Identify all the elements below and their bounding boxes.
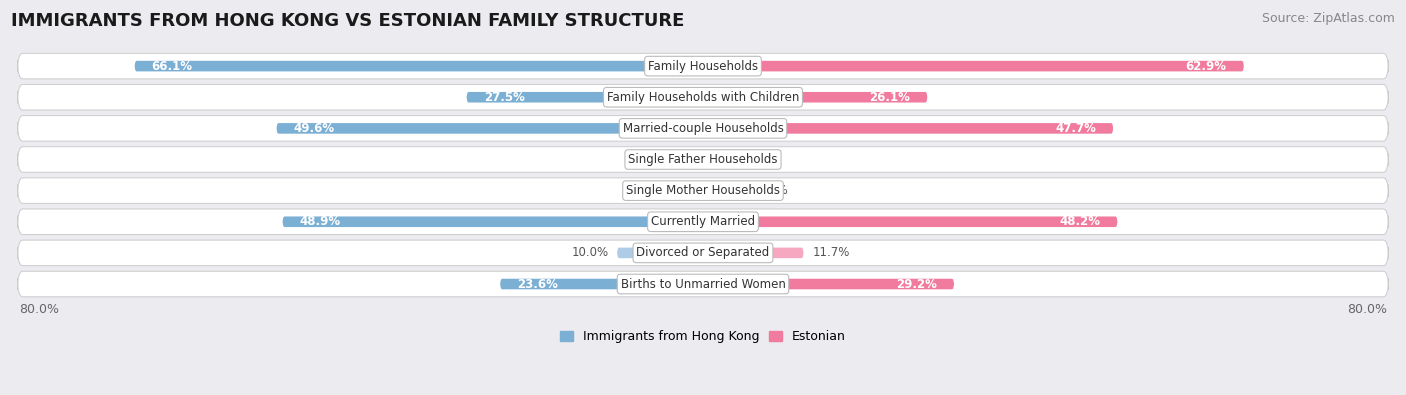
Text: 10.0%: 10.0% [571,246,609,260]
Text: 49.6%: 49.6% [294,122,335,135]
FancyBboxPatch shape [703,185,749,196]
Text: 11.7%: 11.7% [813,246,849,260]
Text: 80.0%: 80.0% [20,303,59,316]
FancyBboxPatch shape [17,85,1389,110]
FancyBboxPatch shape [703,248,804,258]
Text: Family Households: Family Households [648,60,758,73]
FancyBboxPatch shape [17,53,1389,79]
FancyBboxPatch shape [17,209,1389,235]
Text: IMMIGRANTS FROM HONG KONG VS ESTONIAN FAMILY STRUCTURE: IMMIGRANTS FROM HONG KONG VS ESTONIAN FA… [11,12,685,30]
Text: 5.4%: 5.4% [758,184,787,197]
FancyBboxPatch shape [277,123,703,134]
Text: 47.7%: 47.7% [1054,122,1097,135]
Legend: Immigrants from Hong Kong, Estonian: Immigrants from Hong Kong, Estonian [555,325,851,348]
FancyBboxPatch shape [688,154,703,165]
Text: 27.5%: 27.5% [484,91,524,104]
FancyBboxPatch shape [703,216,1118,227]
Text: 80.0%: 80.0% [1347,303,1386,316]
FancyBboxPatch shape [467,92,703,103]
Text: 1.8%: 1.8% [650,153,679,166]
Text: Divorced or Separated: Divorced or Separated [637,246,769,260]
Text: Married-couple Households: Married-couple Households [623,122,783,135]
Text: Births to Unmarried Women: Births to Unmarried Women [620,278,786,290]
FancyBboxPatch shape [617,248,703,258]
FancyBboxPatch shape [17,147,1389,172]
FancyBboxPatch shape [703,279,955,289]
FancyBboxPatch shape [17,178,1389,203]
Text: Single Mother Households: Single Mother Households [626,184,780,197]
FancyBboxPatch shape [135,61,703,71]
FancyBboxPatch shape [501,279,703,289]
FancyBboxPatch shape [703,123,1114,134]
Text: Source: ZipAtlas.com: Source: ZipAtlas.com [1261,12,1395,25]
FancyBboxPatch shape [703,92,928,103]
Text: 66.1%: 66.1% [152,60,193,73]
FancyBboxPatch shape [283,216,703,227]
Text: 48.2%: 48.2% [1059,215,1101,228]
FancyBboxPatch shape [662,185,703,196]
FancyBboxPatch shape [703,61,1244,71]
FancyBboxPatch shape [17,240,1389,266]
Text: 29.2%: 29.2% [896,278,936,290]
Text: 48.9%: 48.9% [299,215,340,228]
Text: 62.9%: 62.9% [1185,60,1227,73]
Text: Single Father Households: Single Father Households [628,153,778,166]
Text: Family Households with Children: Family Households with Children [607,91,799,104]
FancyBboxPatch shape [17,116,1389,141]
FancyBboxPatch shape [17,271,1389,297]
Text: 4.8%: 4.8% [623,184,654,197]
Text: 2.1%: 2.1% [730,153,759,166]
Text: 23.6%: 23.6% [517,278,558,290]
Text: 26.1%: 26.1% [869,91,910,104]
FancyBboxPatch shape [703,154,721,165]
Text: Currently Married: Currently Married [651,215,755,228]
